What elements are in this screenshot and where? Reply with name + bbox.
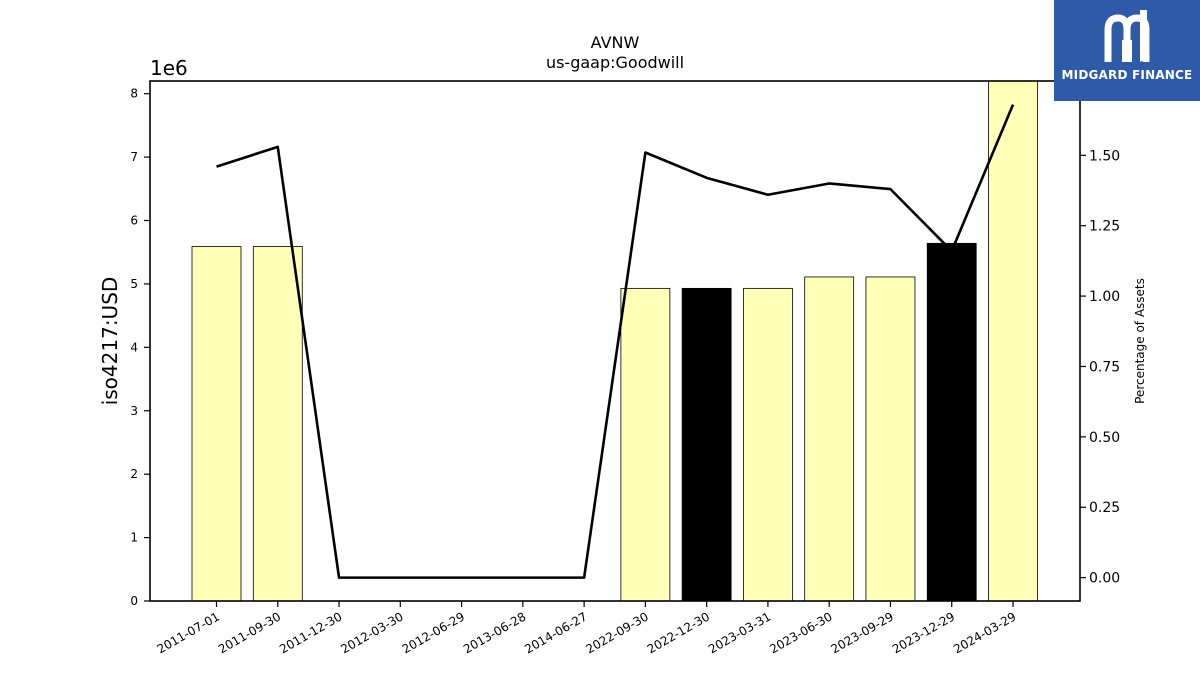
y-tick-label: 3 [130, 404, 138, 418]
x-tick-label: 2023-12-29 [890, 609, 957, 656]
bar-2022-12-30 [681, 287, 732, 602]
bar-2011-07-01 [191, 246, 242, 602]
x-tick-label: 2012-03-30 [338, 609, 405, 656]
y2-tick-label: 1.25 [1089, 219, 1120, 235]
bar-2023-12-29 [926, 242, 977, 602]
chart-subtitle: us-gaap:Goodwill [546, 53, 684, 72]
y2-tick-label: 1.50 [1089, 148, 1120, 164]
y-tick-label: 7 [130, 150, 138, 164]
bar-series [191, 80, 1038, 602]
y-tick-label: 6 [130, 214, 138, 228]
y2-tick-label: 0.00 [1089, 571, 1120, 587]
x-tick-label: 2012-06-29 [400, 609, 467, 656]
plot-frame [149, 80, 1081, 602]
y-tick-label: 5 [130, 277, 138, 291]
y-tick-label: 4 [130, 340, 138, 354]
x-tick-label: 2023-09-29 [829, 609, 896, 656]
x-tick-label: 2013-06-28 [461, 609, 528, 656]
x-tick-label: 2011-12-30 [277, 609, 344, 656]
y-tick-label: 8 [130, 87, 138, 101]
bar-2023-09-29 [865, 276, 916, 602]
bar-2023-03-31 [743, 287, 793, 602]
midgard-finance-logo: MIDGARD FINANCE [1054, 0, 1200, 101]
line-series [216, 104, 1015, 579]
midgard-m-icon [1104, 10, 1150, 62]
chart-title: AVNW [591, 33, 640, 52]
x-tick-label: 2011-09-30 [216, 609, 283, 656]
y-tick-label: 2 [130, 467, 138, 481]
y-multiplier-label: 1e6 [150, 56, 188, 80]
y2-tick-label: 0.50 [1089, 430, 1120, 446]
x-tick-label: 2022-12-30 [645, 609, 712, 656]
axes [149, 80, 1081, 602]
x-tick-label: 2023-03-31 [706, 609, 773, 656]
x-tick-label: 2014-06-27 [522, 609, 589, 656]
bar-2024-03-29 [988, 80, 1038, 602]
bar-2011-09-30 [252, 246, 303, 602]
y-tick-label: 0 [130, 594, 138, 608]
y2-axis-label: Percentage of Assets [1133, 278, 1147, 404]
y2-tick-label: 1.00 [1089, 289, 1120, 305]
y-axis-label: iso4217:USD [98, 277, 122, 406]
x-tick-label: 2011-07-01 [155, 609, 222, 656]
y-tick-label: 1 [130, 531, 138, 545]
y2-tick-label: 0.25 [1089, 500, 1120, 516]
bar-2023-06-30 [804, 276, 855, 602]
x-tick-label: 2023-06-30 [767, 609, 834, 656]
x-tick-label: 2024-03-29 [951, 609, 1018, 656]
percentage-line [216, 104, 1015, 579]
x-tick-label: 2022-09-30 [583, 609, 650, 656]
logo-text: MIDGARD FINANCE [1061, 68, 1193, 82]
bar-2022-09-30 [620, 287, 671, 602]
y2-tick-label: 0.75 [1089, 359, 1120, 375]
